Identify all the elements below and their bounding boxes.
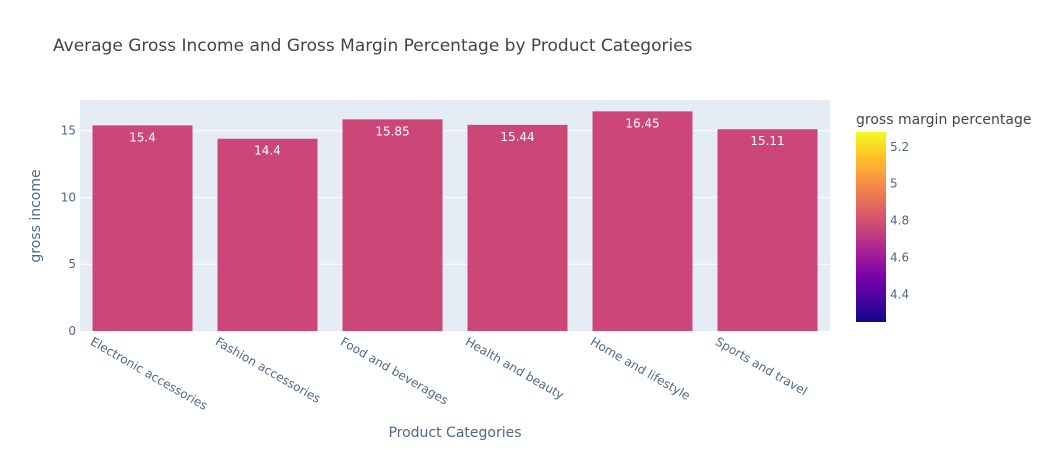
bar [342, 119, 443, 332]
colorbar-tick-label: 4.6 [890, 250, 909, 264]
x-tick-label: Home and lifestyle [588, 334, 693, 402]
y-tick-label: 0 [68, 324, 76, 338]
grid-lines [80, 130, 830, 265]
x-tick-label: Fashion accessories [213, 334, 323, 406]
x-tick-label: Health and beauty [463, 334, 566, 402]
y-axis-ticks: 0 5 10 15 [61, 124, 76, 338]
y-axis-title: gross income [28, 169, 44, 262]
colorbar-tick-label: 4.4 [890, 287, 909, 301]
bar-value-label: 15.4 [129, 130, 156, 144]
bar [467, 124, 568, 331]
colorbar-ticks: 4.4 4.6 4.8 5 5.2 [890, 140, 909, 302]
colorbar-tick-label: 4.8 [890, 214, 909, 228]
bar [217, 138, 318, 331]
chart-title: Average Gross Income and Gross Margin Pe… [53, 36, 693, 56]
y-tick-label: 10 [61, 190, 76, 204]
bar-value-label: 14.4 [254, 144, 281, 158]
colorbar [856, 132, 886, 322]
bar [592, 111, 693, 332]
bar-value-label: 15.11 [750, 134, 784, 148]
bar [717, 129, 818, 331]
colorbar-title: gross margin percentage [856, 112, 1031, 128]
x-axis-title: Product Categories [388, 425, 521, 441]
bar-value-labels: 15.4 14.4 15.85 15.44 16.45 15.11 [129, 116, 785, 157]
y-tick-label: 5 [68, 257, 76, 271]
colorbar-tick-label: 5 [890, 177, 898, 191]
x-axis-ticks: Electronic accessories Fashion accessorie… [88, 334, 810, 412]
x-tick-label: Sports and travel [713, 334, 810, 398]
bars [92, 111, 818, 332]
y-tick-label: 15 [61, 124, 76, 138]
x-tick-label: Food and beverages [338, 334, 451, 407]
plot-background [80, 100, 830, 331]
colorbar-tick-label: 5.2 [890, 140, 909, 154]
bar-value-label: 16.45 [625, 116, 659, 130]
bar-value-label: 15.85 [375, 124, 409, 138]
bar-value-label: 15.44 [500, 130, 534, 144]
bar [92, 125, 193, 332]
x-tick-label: Electronic accessories [88, 334, 210, 412]
